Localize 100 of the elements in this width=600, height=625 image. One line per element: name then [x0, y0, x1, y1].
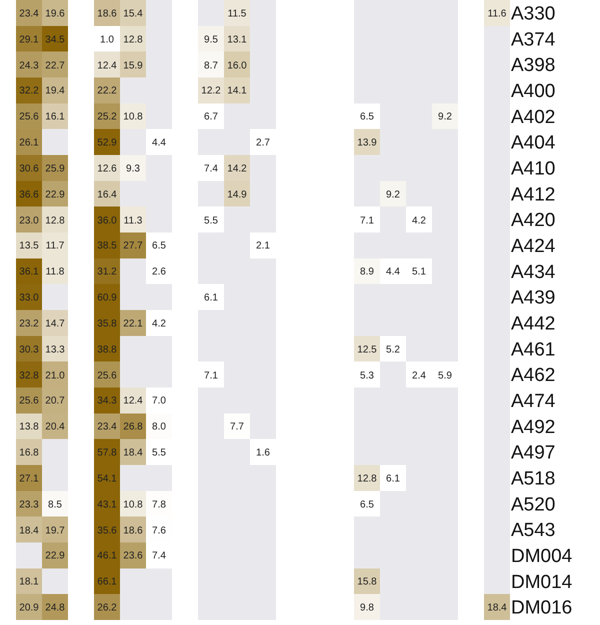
data-label: 29.1 [19, 34, 40, 46]
data-label: 46.1 [97, 550, 118, 562]
data-label: 8.9 [360, 266, 374, 278]
data-label: 19.6 [45, 8, 66, 20]
data-label: 2.6 [152, 266, 166, 278]
data-label: 18.4 [19, 526, 40, 536]
data-label: 25.6 [97, 370, 118, 382]
y-tick-label: A434 [511, 262, 556, 283]
data-label: 14.1 [227, 86, 248, 96]
data-label: 25.6 [19, 396, 40, 406]
data-label: 4.4 [386, 266, 400, 278]
data-label: 27.1 [19, 474, 40, 484]
data-label: 36.0 [97, 216, 118, 226]
data-label: 26.1 [19, 138, 40, 148]
data-label: 8.0 [152, 422, 166, 432]
data-label: 7.4 [204, 164, 218, 174]
y-tick-label: A330 [511, 4, 556, 25]
data-label: 23.6 [123, 550, 144, 562]
data-label: 14.9 [227, 190, 248, 200]
data-label: 9.8 [360, 602, 374, 614]
data-label: 11.8 [46, 266, 65, 278]
data-label: 16.1 [45, 112, 66, 122]
data-label: 4.2 [412, 216, 426, 226]
y-tick-label: A439 [511, 288, 556, 309]
data-label: 23.4 [19, 8, 40, 20]
y-tick-label: A404 [511, 132, 556, 154]
data-label: 12.6 [97, 164, 118, 174]
data-label: 2.4 [412, 370, 426, 382]
data-label: 22.9 [45, 550, 66, 562]
data-label: 25.9 [45, 164, 66, 174]
data-label: 21.0 [45, 370, 66, 382]
data-label: 9.2 [438, 112, 452, 122]
data-label: 6.7 [204, 112, 218, 122]
data-label: 26.8 [123, 422, 144, 432]
y-tick-label: A462 [511, 365, 556, 386]
data-label: 30.6 [19, 164, 40, 174]
data-label: 18.1 [19, 576, 40, 588]
data-label: 14.7 [45, 318, 66, 330]
y-tick-label: DM016 [511, 598, 572, 619]
data-label: 36.6 [19, 190, 40, 200]
data-label: 9.3 [126, 164, 140, 174]
data-label: 12.8 [45, 216, 66, 226]
y-tick-label: A474 [511, 391, 556, 412]
data-label: 1.0 [100, 34, 114, 46]
data-label: 13.3 [45, 344, 66, 356]
data-label: 4.2 [152, 318, 166, 330]
data-label: 11.5 [228, 8, 247, 20]
y-tick-label: A400 [511, 81, 556, 102]
data-label: 18.4 [487, 602, 508, 614]
data-label: 12.5 [357, 344, 378, 356]
data-label: 6.5 [360, 500, 374, 510]
data-label: 34.5 [45, 34, 66, 46]
y-tick-label: A461 [511, 339, 556, 360]
data-label: 31.2 [97, 266, 118, 278]
data-label: 15.4 [123, 8, 144, 20]
data-label: 11.6 [488, 8, 507, 20]
data-label: 22.9 [45, 190, 66, 200]
y-tick-label: A374 [511, 29, 556, 50]
data-label: 52.9 [97, 138, 118, 148]
y-tick-label: DM014 [511, 572, 573, 593]
data-label: 10.8 [123, 112, 144, 122]
data-label: 13.8 [19, 422, 40, 432]
data-label: 20.4 [45, 422, 66, 432]
y-tick-label: A420 [511, 210, 556, 232]
data-label: 22.1 [123, 318, 144, 330]
data-label: 14.2 [227, 164, 248, 174]
data-label: 7.7 [230, 422, 244, 432]
data-label: 25.6 [19, 112, 40, 122]
data-label: 19.4 [45, 86, 66, 96]
y-tick-label: DM004 [511, 546, 573, 568]
y-tick-label: A543 [511, 520, 556, 542]
data-label: 36.1 [19, 266, 40, 278]
y-tick-label: A520 [511, 494, 556, 516]
data-label: 18.6 [97, 8, 118, 20]
data-label: 8.5 [48, 500, 62, 510]
data-label: 6.5 [360, 112, 374, 122]
data-label: 38.5 [97, 240, 118, 252]
data-label: 5.3 [360, 370, 374, 382]
data-label: 32.8 [19, 370, 40, 382]
data-label: 18.4 [123, 448, 144, 458]
data-label: 12.8 [123, 34, 144, 46]
data-label: 2.7 [256, 138, 270, 148]
data-label: 13.1 [227, 34, 248, 46]
data-label: 6.1 [386, 474, 400, 484]
data-label: 20.9 [19, 602, 40, 614]
data-label: 57.8 [97, 448, 118, 458]
data-label: 12.2 [201, 86, 222, 96]
data-label: 23.0 [19, 216, 40, 226]
data-label: 7.1 [360, 216, 374, 226]
data-label: 2.1 [256, 240, 270, 252]
y-tick-label: A402 [511, 106, 556, 128]
data-label: 5.9 [438, 370, 452, 382]
data-label: 23.2 [19, 318, 40, 330]
data-label: 11.7 [46, 240, 65, 252]
y-tick-label: A497 [511, 442, 556, 464]
data-label: 5.5 [204, 216, 218, 226]
data-label: 6.5 [152, 240, 166, 252]
data-label: 20.7 [45, 396, 66, 406]
data-label: 30.3 [19, 344, 40, 356]
data-label: 7.4 [152, 550, 166, 562]
